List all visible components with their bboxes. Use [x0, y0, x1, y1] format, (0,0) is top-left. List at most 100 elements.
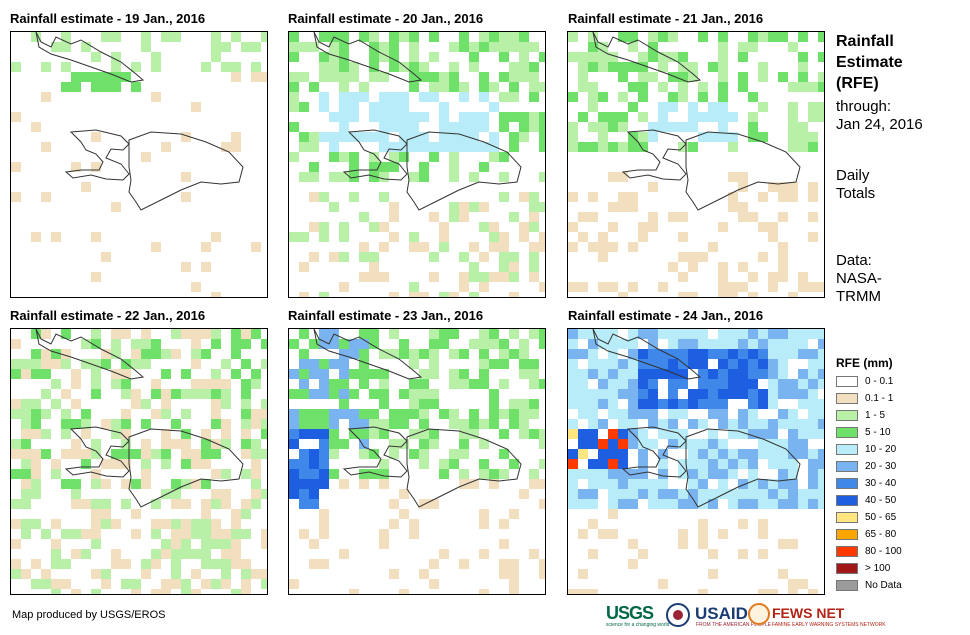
rainfall-cell	[171, 32, 181, 42]
rainfall-cell	[529, 62, 539, 72]
rainfall-cell	[379, 142, 389, 152]
rainfall-cell	[479, 32, 489, 42]
rainfall-cell	[319, 409, 329, 419]
rainfall-cell	[758, 439, 768, 449]
rainfall-cell	[369, 112, 379, 122]
rainfall-cell	[748, 369, 758, 379]
rainfall-cell	[449, 349, 459, 359]
rainfall-cell	[529, 242, 539, 252]
rainfall-cell	[658, 489, 668, 499]
rainfall-cell	[181, 132, 191, 142]
rainfall-cell	[718, 292, 728, 297]
rainfall-cell	[339, 132, 349, 142]
rainfall-cell	[489, 152, 499, 162]
rainfall-cell	[628, 102, 638, 112]
rainfall-cell	[141, 339, 151, 349]
rainfall-cell	[81, 182, 91, 192]
rainfall-cell	[319, 359, 329, 369]
rainfall-cell	[708, 389, 718, 399]
rainfall-cell	[758, 369, 768, 379]
rainfall-cell	[191, 459, 201, 469]
rainfall-cell	[818, 112, 824, 122]
rainfall-cell	[399, 509, 409, 519]
rainfall-cell	[439, 292, 449, 297]
rainfall-cell	[231, 62, 241, 72]
rainfall-cell	[181, 262, 191, 272]
panel-title-jan22: Rainfall estimate - 22 Jan., 2016	[10, 308, 206, 323]
rainfall-cell	[588, 409, 598, 419]
credit-text: Map produced by USGS/EROS	[12, 609, 166, 621]
rainfall-cell	[369, 339, 379, 349]
rainfall-cell	[309, 479, 319, 489]
rainfall-cell	[568, 329, 578, 339]
rainfall-cell	[469, 409, 479, 419]
rainfall-cell	[648, 349, 658, 359]
rainfall-cell	[519, 112, 529, 122]
rainfall-cell	[489, 242, 499, 252]
rainfall-cell	[648, 499, 658, 509]
rainfall-cell	[319, 222, 329, 232]
rainfall-cell	[668, 419, 678, 429]
rainfall-cell	[608, 359, 618, 369]
legend-label: 50 - 65	[865, 512, 897, 523]
rainfall-cell	[51, 42, 61, 52]
rainfall-cell	[349, 152, 359, 162]
rainfall-cell	[698, 419, 708, 429]
rainfall-cell	[181, 459, 191, 469]
rainfall-cell	[11, 62, 21, 72]
rainfall-cell	[738, 182, 748, 192]
rainfall-cell	[61, 479, 71, 489]
rainfall-cell	[131, 359, 141, 369]
rainfall-cell	[608, 529, 618, 539]
rainfall-cell	[449, 419, 459, 429]
rainfall-cell	[201, 559, 211, 569]
rainfall-cell	[191, 102, 201, 112]
rainfall-cell	[578, 72, 588, 82]
rainfall-cell	[459, 92, 469, 102]
rainfall-cell	[161, 32, 171, 42]
rainfall-cell	[319, 519, 329, 529]
rainfall-cell	[51, 469, 61, 479]
rainfall-cell	[688, 489, 698, 499]
rainfall-cell	[668, 409, 678, 419]
rainfall-cell	[409, 62, 419, 72]
rainfall-cell	[638, 549, 648, 559]
rainfall-cell	[718, 359, 728, 369]
rainfall-cell	[359, 439, 369, 449]
rainfall-cell	[708, 242, 718, 252]
rainfall-cell	[628, 359, 638, 369]
rainfall-cell	[628, 339, 638, 349]
rainfall-cell	[31, 579, 41, 589]
rainfall-cell	[161, 142, 171, 152]
rainfall-cell	[568, 429, 578, 439]
rainfall-cell	[339, 409, 349, 419]
rainfall-cell	[151, 339, 161, 349]
rainfall-cell	[778, 439, 788, 449]
rainfall-cell	[131, 82, 141, 92]
rainfall-cell	[778, 389, 788, 399]
rainfall-cell	[21, 369, 31, 379]
rainfall-cell	[151, 409, 161, 419]
rainfall-cell	[638, 349, 648, 359]
rainfall-cell	[369, 369, 379, 379]
hispaniola-outline	[342, 426, 522, 508]
rainfall-cell	[788, 429, 798, 439]
rainfall-cell	[379, 469, 389, 479]
rainfall-cell	[768, 439, 778, 449]
rainfall-cell	[339, 52, 349, 62]
rainfall-cell	[469, 429, 479, 439]
rainfall-cell	[289, 369, 299, 379]
legend-swatch	[836, 512, 858, 523]
rainfall-cell	[71, 439, 81, 449]
rainfall-cell	[289, 32, 299, 42]
rainfall-cell	[688, 419, 698, 429]
rainfall-cell	[798, 579, 808, 589]
rainfall-cell	[171, 549, 181, 559]
rainfall-cell	[598, 479, 608, 489]
rainfall-cell	[131, 349, 141, 359]
rainfall-cell	[479, 272, 489, 282]
rainfall-cell	[141, 459, 151, 469]
rainfall-cell	[738, 212, 748, 222]
rainfall-cell	[339, 152, 349, 162]
legend-swatch	[836, 495, 858, 506]
